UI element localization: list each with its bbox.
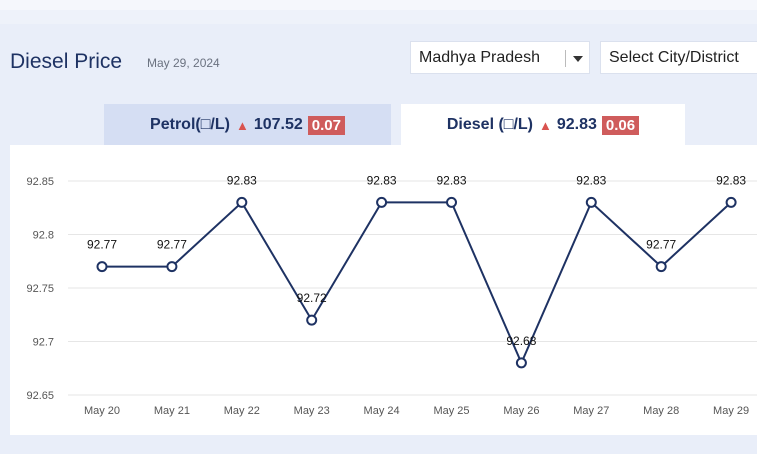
top-strip bbox=[0, 0, 757, 10]
chevron-down-icon[interactable] bbox=[573, 56, 583, 62]
data-label: 92.83 bbox=[367, 173, 397, 187]
city-select-placeholder: Select City/District bbox=[609, 48, 739, 66]
data-point bbox=[376, 196, 388, 208]
data-label: 92.83 bbox=[576, 173, 606, 187]
data-label: 92.83 bbox=[436, 173, 466, 187]
data-label: 92.83 bbox=[227, 173, 257, 187]
x-tick-label: May 28 bbox=[643, 405, 679, 417]
data-label: 92.77 bbox=[87, 238, 117, 252]
state-select[interactable]: Madhya Pradesh bbox=[410, 41, 590, 74]
y-tick-label: 92.8 bbox=[33, 230, 54, 242]
tab-diesel-label: Diesel (□/L) bbox=[446, 116, 533, 133]
x-tick-label: May 26 bbox=[503, 405, 539, 417]
up-arrow-icon: ▲ bbox=[235, 117, 249, 133]
data-point bbox=[655, 261, 667, 273]
chart-panel bbox=[10, 145, 757, 435]
x-tick-label: May 29 bbox=[713, 405, 749, 417]
data-point bbox=[306, 314, 318, 326]
data-point bbox=[96, 261, 108, 273]
tab-diesel[interactable]: Diesel (□/L) ▲ 92.83 0.06 bbox=[401, 104, 685, 146]
data-point bbox=[446, 196, 457, 208]
data-label: 92.83 bbox=[716, 173, 746, 187]
x-tick-label: May 27 bbox=[573, 405, 609, 417]
tab-petrol-label: Petrol(□/L) bbox=[150, 116, 230, 133]
data-point bbox=[236, 196, 248, 208]
data-label: 92.68 bbox=[506, 334, 536, 348]
up-arrow-icon: ▲ bbox=[539, 117, 552, 133]
data-label: 92.77 bbox=[646, 238, 676, 252]
tab-petrol-price: 107.52 bbox=[253, 116, 303, 133]
y-tick-label: 92.75 bbox=[26, 283, 54, 295]
y-tick-label: 92.65 bbox=[26, 390, 54, 402]
tab-diesel-price: 92.83 bbox=[556, 116, 597, 133]
x-tick-label: May 20 bbox=[84, 405, 120, 417]
tab-petrol[interactable]: Petrol(□/L) ▲ 107.52 0.07 bbox=[104, 104, 391, 146]
x-tick-label: May 21 bbox=[154, 405, 190, 417]
state-select-value: Madhya Pradesh bbox=[419, 48, 540, 66]
data-label: 92.72 bbox=[297, 291, 327, 305]
city-select[interactable]: Select City/District bbox=[600, 41, 757, 74]
price-date: May 29, 2024 bbox=[147, 56, 220, 70]
x-tick-label: May 23 bbox=[294, 405, 330, 417]
x-tick-label: May 22 bbox=[224, 405, 260, 417]
page-title: Diesel Price bbox=[10, 50, 123, 73]
y-tick-label: 92.7 bbox=[33, 337, 54, 349]
y-tick-label: 92.85 bbox=[26, 176, 54, 188]
select-divider bbox=[565, 50, 566, 67]
series-line bbox=[102, 200, 732, 366]
x-tick-label: May 24 bbox=[364, 405, 400, 417]
tab-petrol-change-badge: 0.07 bbox=[307, 115, 345, 135]
data-point bbox=[515, 357, 527, 369]
data-point bbox=[585, 196, 597, 208]
data-point bbox=[166, 261, 178, 273]
x-tick-label: May 25 bbox=[433, 405, 469, 417]
data-point bbox=[725, 196, 737, 208]
data-label: 92.77 bbox=[157, 238, 187, 252]
tab-diesel-change-badge: 0.06 bbox=[601, 115, 640, 135]
